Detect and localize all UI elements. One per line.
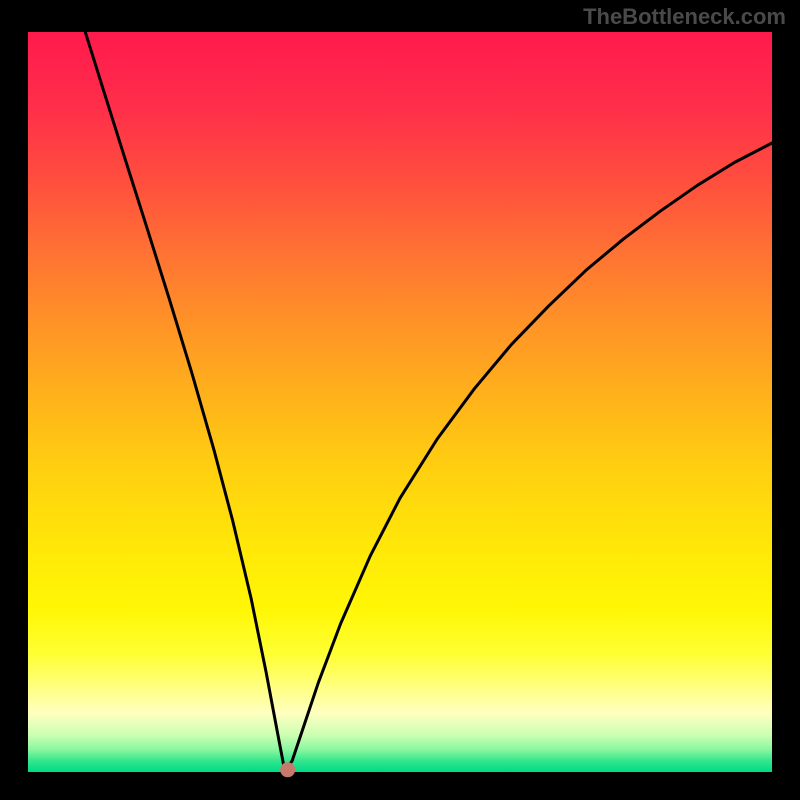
minimum-marker <box>280 762 295 777</box>
plot-background <box>28 32 772 772</box>
bottleneck-chart <box>0 0 800 800</box>
watermark-text: TheBottleneck.com <box>583 4 786 30</box>
chart-container: TheBottleneck.com <box>0 0 800 800</box>
